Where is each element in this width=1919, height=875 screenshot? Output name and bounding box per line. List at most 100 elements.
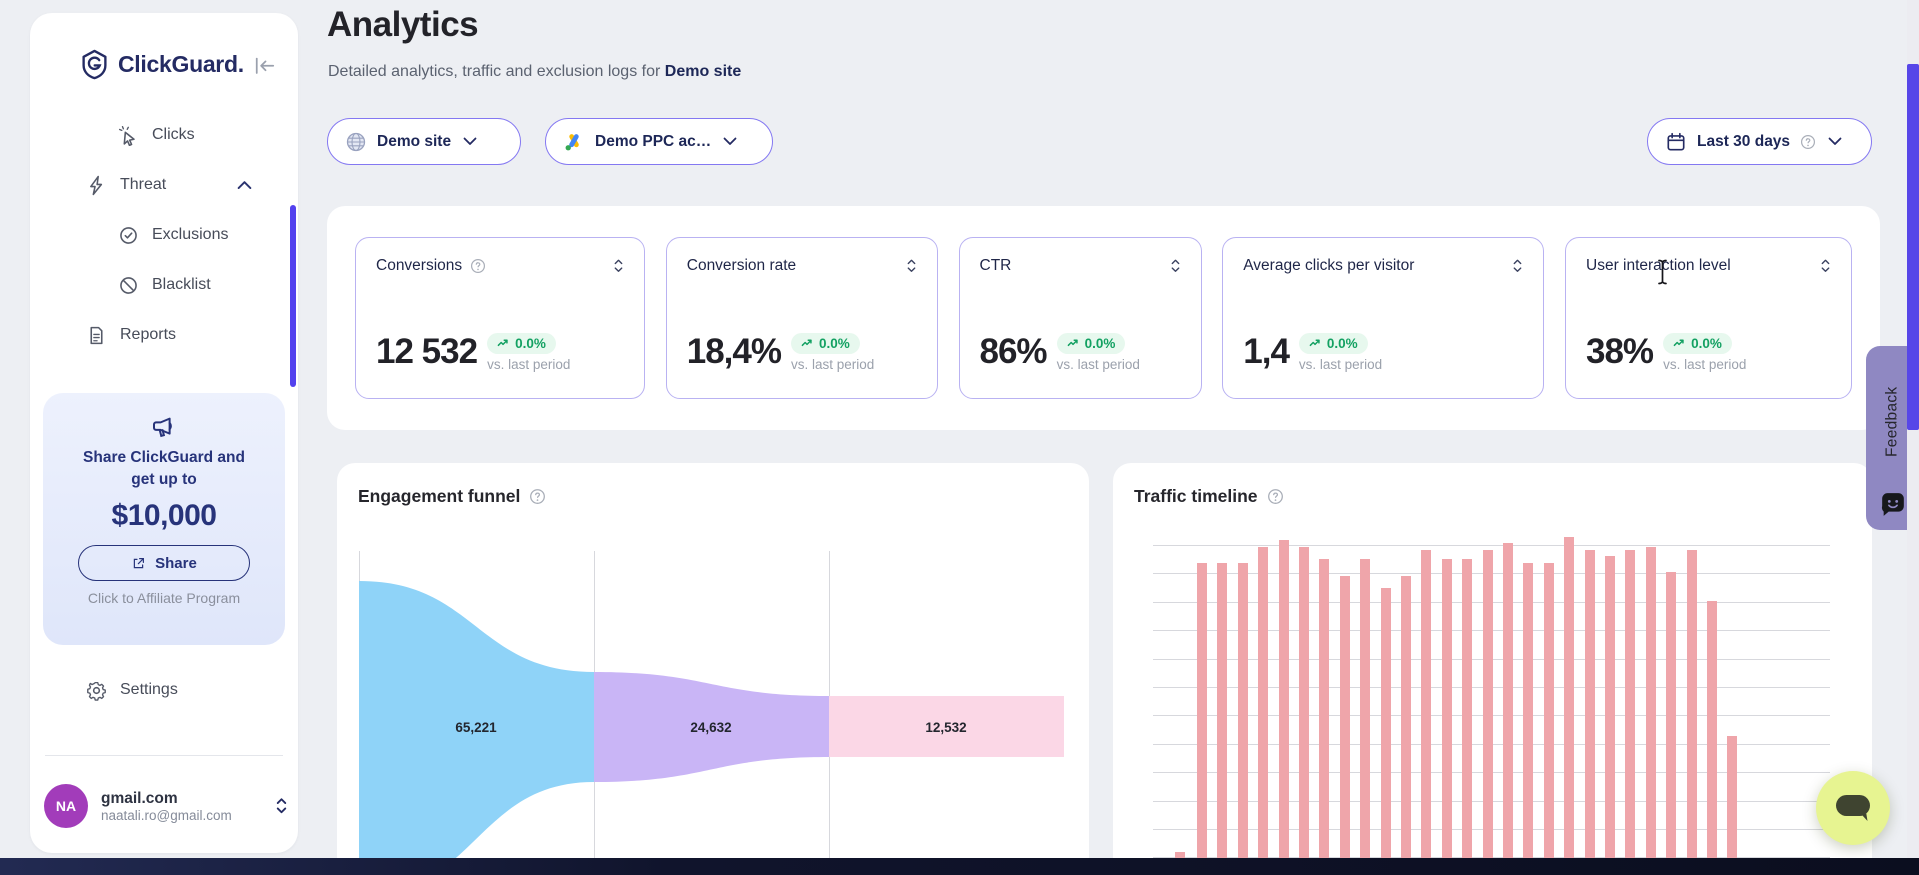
chevron-up-icon[interactable] [237, 180, 252, 190]
sort-icon[interactable] [906, 258, 917, 274]
traffic-bar [1564, 537, 1575, 858]
brand: ClickGuard. [80, 49, 244, 80]
kpi-card-conversion-rate: Conversion rate 18,4% 0.0% vs. last period [665, 237, 938, 399]
kpi-label: Average clicks per visitor [1243, 257, 1415, 274]
account-name: gmail.com [101, 789, 178, 807]
traffic-bar [1727, 736, 1738, 858]
kpi-value: 38% [1586, 332, 1654, 371]
sort-icon[interactable] [1170, 258, 1181, 274]
share-button-label: Share [155, 554, 197, 572]
question-circle-icon[interactable] [1800, 134, 1816, 150]
kpi-card-ctr: CTR 86% 0.0% vs. last period [958, 237, 1202, 399]
sidebar-item-exclusions[interactable]: Exclusions [30, 210, 298, 260]
collapse-sidebar-icon[interactable] [254, 57, 276, 75]
question-circle-icon[interactable] [470, 258, 486, 274]
speech-bubble-icon [1833, 791, 1873, 825]
account-email: naatali.ro@gmail.com [101, 808, 232, 824]
document-icon [86, 325, 107, 346]
sort-icon[interactable] [1512, 258, 1523, 274]
bottom-edge-bar [0, 858, 1919, 875]
site-filter-dropdown[interactable]: Demo site [327, 118, 521, 165]
trend-up-icon [1309, 338, 1322, 348]
share-button[interactable]: Share [78, 545, 250, 582]
sidebar-item-label: Reports [120, 326, 177, 343]
traffic-bar [1462, 559, 1473, 858]
chat-smile-icon [1880, 491, 1906, 517]
traffic-bar [1666, 572, 1677, 858]
page-title: Analytics [327, 5, 479, 44]
traffic-bar [1319, 559, 1330, 858]
traffic-bar [1543, 562, 1554, 858]
kpi-delta-caption: vs. last period [1663, 356, 1747, 372]
kpi-label: Conversion rate [686, 257, 797, 274]
traffic-bar [1523, 562, 1534, 858]
google-ads-icon [563, 131, 585, 153]
chevron-down-icon [463, 137, 477, 146]
sidebar-item-reports[interactable]: Reports [30, 310, 298, 360]
traffic-timeline-card: Traffic timeline [1113, 463, 1872, 875]
funnel-stage-visitors [359, 581, 594, 861]
sidebar-item-threat[interactable]: Threat [30, 160, 298, 210]
traffic-bar [1175, 851, 1185, 858]
kpi-value: 12 532 [376, 332, 478, 371]
question-circle-icon[interactable] [529, 488, 546, 505]
external-link-icon [131, 556, 146, 571]
ppc-account-filter-dropdown[interactable]: Demo PPC ac… [545, 118, 773, 165]
kpi-card-user-interaction-level: User interaction level 38% 0.0% vs. last pe… [1565, 237, 1852, 399]
chevron-down-icon [1828, 137, 1842, 146]
question-circle-icon[interactable] [1267, 488, 1284, 505]
kpi-label: Conversions [376, 257, 463, 274]
sidebar-item-blacklist[interactable]: Blacklist [30, 260, 298, 310]
funnel-value-1: 65,221 [455, 720, 497, 735]
kpi-delta-caption: vs. last period [487, 356, 571, 372]
cursor-click-icon [118, 125, 139, 146]
page-subtitle: Detailed analytics, traffic and exclusio… [328, 63, 741, 81]
sidebar-item-label: Clicks [152, 126, 195, 143]
chevron-up-down-icon [275, 796, 288, 816]
traffic-bar [1584, 549, 1595, 858]
engagement-funnel-chart: 65,221 24,632 12,532 [359, 551, 1064, 861]
traffic-bar [1605, 556, 1615, 858]
traffic-bar [1503, 543, 1513, 858]
calendar-icon [1665, 131, 1687, 153]
kpi-value: 86% [979, 332, 1048, 371]
traffic-bar [1299, 546, 1309, 858]
kpi-delta-caption: vs. last period [1056, 356, 1140, 372]
gear-icon [86, 680, 107, 701]
sidebar-item-settings[interactable]: Settings [30, 665, 354, 715]
sidebar-item-clicks[interactable]: Clicks [30, 110, 298, 160]
trend-up-icon [497, 338, 510, 348]
engagement-funnel-card: Engagement funnel 65,221 24,632 12,532 [337, 463, 1089, 875]
kpi-delta-caption: vs. last period [1298, 356, 1383, 372]
page-scrollbar-thumb[interactable] [1907, 64, 1919, 430]
kpi-delta-badge: 0.0% [1663, 332, 1732, 354]
affiliate-promo-card[interactable]: Share ClickGuard and get up to $10,000 S… [43, 393, 285, 645]
traffic-timeline-chart [1153, 530, 1830, 859]
date-range-dropdown[interactable]: Last 30 days [1647, 118, 1872, 165]
kpi-delta-badge: 0.0% [487, 332, 556, 354]
sort-icon[interactable] [1820, 258, 1831, 274]
traffic-bar [1686, 549, 1697, 858]
trend-up-icon [1673, 338, 1686, 348]
date-range-label: Last 30 days [1697, 132, 1791, 150]
kpi-band: Conversions 12 532 0.0% vs. last period Conv… [327, 206, 1880, 430]
sidebar-item-label: Settings [120, 681, 178, 698]
traffic-bar [1197, 562, 1207, 858]
traffic-bar [1707, 601, 1717, 858]
chat-launcher-button[interactable] [1816, 771, 1890, 845]
traffic-bar [1482, 549, 1493, 858]
traffic-bar [1217, 562, 1228, 858]
kpi-label: User interaction level [1586, 257, 1731, 274]
account-switcher[interactable]: NA gmail.com naatali.ro@gmail.com [44, 775, 288, 837]
sidebar-scroll-rail[interactable] [290, 205, 296, 387]
kpi-card-average-clicks-per-visitor: Average clicks per visitor 1,4 0.0% vs. las… [1222, 237, 1545, 399]
badge-check-icon [118, 225, 139, 246]
traffic-bar [1645, 546, 1656, 858]
lightning-icon [86, 175, 107, 196]
chart-title-row: Engagement funnel [358, 486, 546, 507]
sort-icon[interactable] [613, 258, 624, 274]
globe-icon [345, 131, 367, 153]
ppc-account-filter-label: Demo PPC ac… [595, 132, 712, 150]
avatar: NA [44, 784, 88, 828]
